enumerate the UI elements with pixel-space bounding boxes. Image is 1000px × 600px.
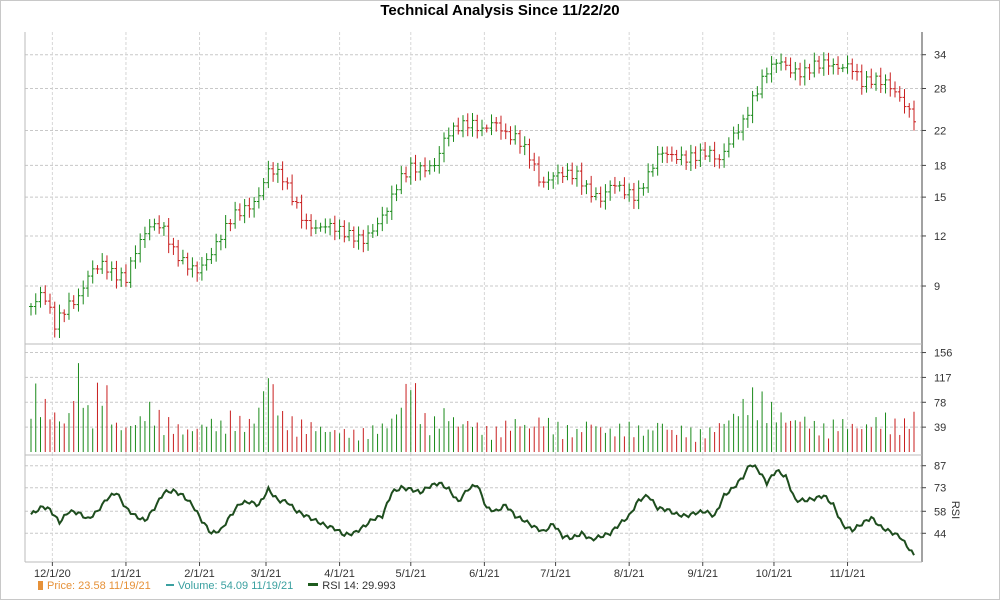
price-y-tick-label: 12 [934, 231, 946, 243]
price-series [29, 52, 916, 338]
rsi-y-tick-label: 87 [934, 461, 946, 473]
volume-legend-marker [165, 584, 174, 586]
volume-y-tick-label: 117 [934, 372, 952, 384]
x-tick-label: 10/1/21 [756, 568, 793, 580]
x-tick-label: 11/1/21 [830, 568, 866, 580]
x-tick-label: 5/1/21 [395, 568, 426, 580]
x-tick-label: 3/1/21 [251, 568, 282, 580]
price-y-tick-label: 18 [934, 160, 946, 172]
price-legend-marker [38, 581, 43, 590]
legend-volume-text: Volume: 54.09 11/19/21 [177, 580, 294, 592]
x-tick-label: 2/1/21 [184, 568, 215, 580]
price-y-tick-label: 34 [934, 50, 946, 62]
legend-rsi-text: RSI 14: 29.993 [322, 580, 396, 592]
volume-y-tick-label: 156 [934, 348, 952, 360]
rsi-y-tick-label: 58 [934, 506, 946, 518]
price-y-tick-label: 9 [934, 281, 940, 293]
legend: Price: 23.58 11/19/21 Volume: 54.09 11/1… [38, 580, 408, 592]
panel-borders [24, 32, 923, 563]
x-tick-label: 12/1/20 [34, 568, 71, 580]
rsi-line [30, 464, 915, 556]
price-y-tick-label: 28 [934, 84, 946, 96]
volume-y-tick-label: 78 [934, 397, 946, 409]
rsi-legend-marker [308, 583, 319, 586]
legend-price-text: Price: 23.58 11/19/21 [47, 580, 151, 592]
price-y-tick-label: 15 [934, 192, 946, 204]
price-y-tick-label: 22 [934, 125, 946, 137]
x-tick-label: 1/1/21 [111, 568, 142, 580]
legend-volume: Volume: 54.09 11/19/21 [165, 580, 294, 592]
rsi-axis-label: RSI [949, 501, 961, 519]
x-tick-label: 6/1/21 [469, 568, 500, 580]
x-tick-label: 7/1/21 [540, 568, 571, 580]
rsi-series [30, 464, 915, 556]
x-tick-label: 4/1/21 [324, 568, 355, 580]
chart-title: Technical Analysis Since 11/22/20 [380, 2, 620, 19]
x-tick-label: 8/1/21 [614, 568, 645, 580]
rsi-y-tick-label: 44 [934, 528, 946, 540]
x-tick-label: 9/1/21 [687, 568, 718, 580]
legend-rsi: RSI 14: 29.993 [308, 580, 396, 592]
legend-price: Price: 23.58 11/19/21 [38, 580, 151, 592]
rsi-y-tick-label: 73 [934, 483, 946, 495]
volume-series [30, 363, 915, 452]
volume-y-tick-label: 39 [934, 422, 946, 434]
grid-lines [25, 32, 922, 562]
